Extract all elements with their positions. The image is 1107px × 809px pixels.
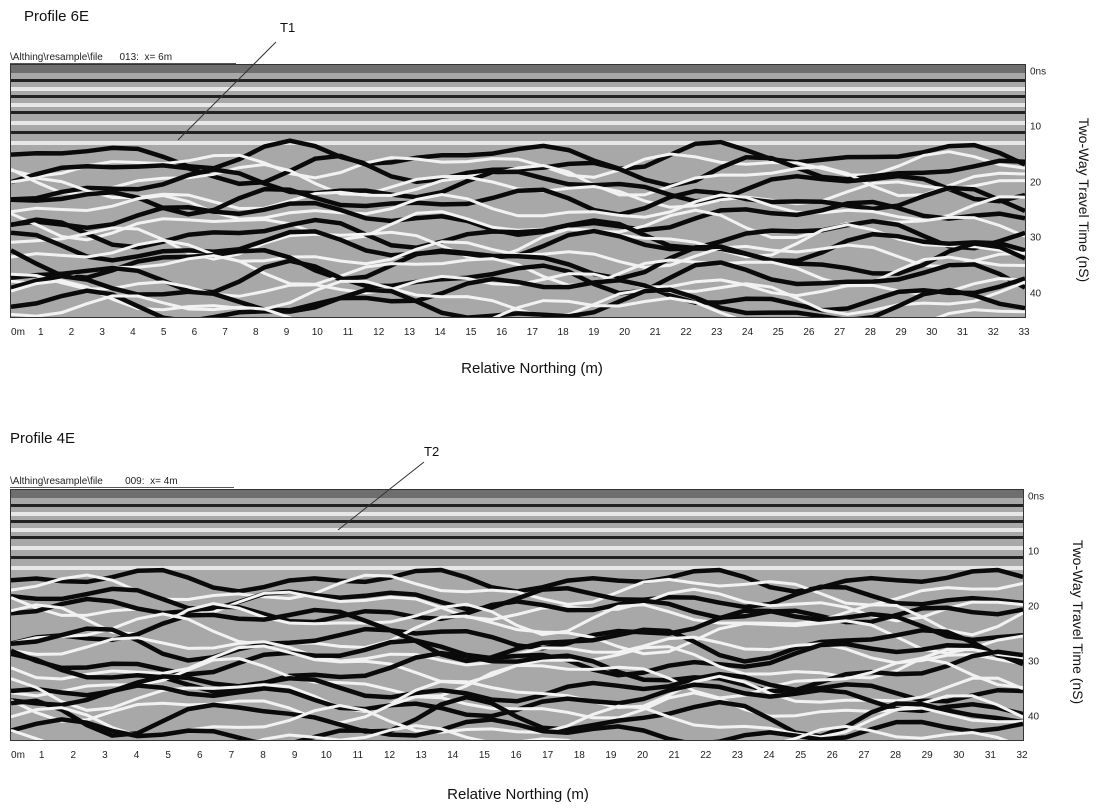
x-tick-label: 30 xyxy=(953,750,965,761)
x-tick-label: 29 xyxy=(921,750,933,761)
x-tick-label: 19 xyxy=(588,327,600,338)
x-tick-label: 1 xyxy=(38,750,45,761)
x-tick-label: 17 xyxy=(526,327,538,338)
x-tick-label: 12 xyxy=(383,750,396,761)
x-tick-label: 10 xyxy=(311,327,323,338)
x-tick-label: 27 xyxy=(834,327,846,338)
x-tick-label: 24 xyxy=(763,750,775,761)
x-tick-label: 22 xyxy=(680,327,692,338)
x-tick-label: 18 xyxy=(557,327,569,338)
x-tick-label: 11 xyxy=(342,327,354,338)
y-axis-4e: 0ns 10 20 30 40 xyxy=(1024,489,1054,739)
x-tick-label: 26 xyxy=(826,750,838,761)
y-tick-label: 20 xyxy=(1028,601,1040,613)
x-tick-label: 0m xyxy=(11,750,25,761)
x-tick-label: 27 xyxy=(858,750,870,761)
x-tick-label: 7 xyxy=(222,327,228,338)
file-path: \Althing\resample\file xyxy=(10,52,103,63)
file-path: \Althing\resample\file xyxy=(10,476,103,487)
x-tick-label: 6 xyxy=(191,327,198,338)
radargram-texture xyxy=(11,490,1023,740)
annotation-t2: T2 xyxy=(424,444,440,459)
x-axis-label: Relative Northing (m) xyxy=(447,786,589,803)
radargram-6e xyxy=(10,64,1026,318)
x-tick-label: 18 xyxy=(573,750,585,761)
x-tick-label: 7 xyxy=(228,750,235,761)
x-tick-label: 33 xyxy=(1018,327,1030,338)
x-tick-label: 8 xyxy=(260,750,266,761)
x-tick-label: 8 xyxy=(253,327,259,338)
x-tick-label: 15 xyxy=(465,327,477,338)
file-info: 009: x= 4m xyxy=(125,476,178,487)
y-axis-label: Two-Way Travel Time (nS) xyxy=(1076,117,1093,283)
x-tick-label: 17 xyxy=(542,750,554,761)
x-tick-label: 1 xyxy=(37,327,44,338)
y-tick-label: 30 xyxy=(1030,232,1042,244)
x-tick-label: 10 xyxy=(320,750,332,761)
x-tick-label: 3 xyxy=(102,750,108,761)
x-tick-label: 23 xyxy=(711,327,723,338)
x-tick-label: 11 xyxy=(352,750,364,761)
x-tick-label: 29 xyxy=(895,327,907,338)
x-tick-label: 28 xyxy=(889,750,902,761)
x-tick-label: 15 xyxy=(478,750,490,761)
x-tick-label: 23 xyxy=(731,750,743,761)
x-tick-label: 32 xyxy=(1016,750,1028,761)
y-tick-label: 40 xyxy=(1030,288,1042,300)
x-tick-label: 2 xyxy=(68,327,75,338)
file-info: 013: x= 6m xyxy=(119,52,173,63)
x-tick-label: 25 xyxy=(795,750,807,761)
x-tick-label: 31 xyxy=(984,750,996,761)
x-tick-label: 19 xyxy=(605,750,617,761)
x-tick-label: 16 xyxy=(510,750,522,761)
x-tick-label: 5 xyxy=(160,327,167,338)
x-tick-label: 13 xyxy=(403,327,416,338)
x-tick-label: 25 xyxy=(772,327,784,338)
x-tick-label: 0m xyxy=(11,327,25,338)
x-tick-label: 4 xyxy=(133,750,140,761)
x-tick-label: 14 xyxy=(434,327,446,338)
x-tick-label: 24 xyxy=(741,327,754,338)
x-tick-label: 32 xyxy=(987,327,999,338)
x-axis-label: Relative Northing (m) xyxy=(461,360,603,377)
profile-title: Profile 4E xyxy=(10,430,76,447)
y-tick-label: 0ns xyxy=(1030,66,1047,78)
radargram-texture xyxy=(11,65,1025,317)
file-path-bar: \Althing\resample\file 009: x= 4m xyxy=(10,476,234,488)
x-tick-label: 21 xyxy=(668,750,680,761)
x-tick-label: 21 xyxy=(649,327,661,338)
y-tick-label: 20 xyxy=(1030,177,1042,189)
x-tick-label: 16 xyxy=(496,327,508,338)
y-tick-label: 30 xyxy=(1028,656,1040,668)
y-axis-6e: 0ns 10 20 30 40 xyxy=(1026,64,1056,316)
radargram-4e xyxy=(10,489,1024,741)
y-tick-label: 0ns xyxy=(1028,491,1045,503)
x-tick-label: 3 xyxy=(99,327,105,338)
file-path-bar: \Althing\resample\file 013: x= 6m xyxy=(10,52,236,64)
x-tick-label: 9 xyxy=(283,327,290,338)
x-tick-label: 6 xyxy=(196,750,203,761)
annotation-t1: T1 xyxy=(280,20,296,35)
y-tick-label: 10 xyxy=(1028,546,1040,558)
x-tick-label: 31 xyxy=(956,327,969,338)
x-tick-label: 12 xyxy=(373,327,385,338)
x-tick-label: 4 xyxy=(130,327,136,338)
x-tick-label: 14 xyxy=(447,750,459,761)
x-tick-label: 9 xyxy=(291,750,298,761)
x-axis-6e: 0m 1 2 3 4 5 6 7 8 9 10 11 12 13 14 15 16 17 18 19 20 21 22 23 2… xyxy=(10,327,1030,341)
x-tick-label: 22 xyxy=(700,750,712,761)
x-tick-label: 20 xyxy=(636,750,649,761)
profile-title: Profile 6E xyxy=(24,8,90,25)
x-tick-label: 5 xyxy=(165,750,171,761)
x-tick-label: 30 xyxy=(926,327,938,338)
y-axis-label: Two-Way Travel Time (nS) xyxy=(1070,539,1087,705)
x-axis-4e: 0m 1 2 3 4 5 6 7 8 9 10 11 12 13 14 15 16 17 18 19 20 21 22 23 2… xyxy=(10,750,1028,764)
y-tick-label: 40 xyxy=(1028,711,1040,723)
x-tick-label: 20 xyxy=(618,327,631,338)
x-tick-label: 28 xyxy=(864,327,876,338)
y-tick-label: 10 xyxy=(1030,121,1042,133)
x-tick-label: 13 xyxy=(415,750,427,761)
x-tick-label: 2 xyxy=(70,750,77,761)
x-tick-label: 26 xyxy=(803,327,815,338)
